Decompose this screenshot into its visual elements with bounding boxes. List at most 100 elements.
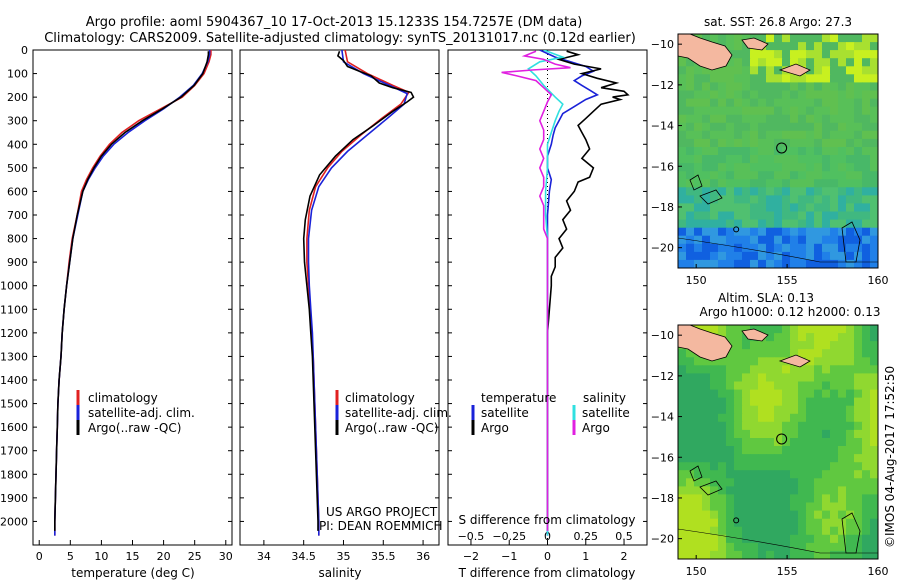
heatmap-cell bbox=[838, 171, 847, 180]
heatmap-cell bbox=[846, 130, 855, 140]
heatmap-cell bbox=[846, 413, 855, 423]
heatmap-cell bbox=[830, 171, 839, 180]
heatmap-cell bbox=[806, 373, 815, 383]
heatmap-cell bbox=[782, 147, 791, 156]
heatmap-cell bbox=[862, 405, 871, 415]
heatmap-cell bbox=[686, 251, 695, 261]
heatmap-cell bbox=[726, 106, 735, 116]
heatmap-cell bbox=[766, 429, 775, 439]
heatmap-cell bbox=[750, 486, 759, 496]
heatmap-cell bbox=[710, 421, 719, 431]
heatmap-cell bbox=[782, 179, 791, 188]
heatmap-cell bbox=[838, 349, 847, 358]
heatmap-cell bbox=[846, 227, 855, 237]
heatmap-cell bbox=[774, 325, 783, 334]
heatmap-cell bbox=[846, 325, 855, 334]
heatmap-cell bbox=[742, 365, 751, 374]
heatmap-cell bbox=[710, 171, 719, 180]
heatmap-cell bbox=[782, 219, 791, 229]
heatmap-cell bbox=[814, 446, 823, 455]
heatmap-cell bbox=[830, 219, 839, 229]
heatmap-cell bbox=[734, 122, 743, 132]
heatmap-cell bbox=[854, 171, 863, 180]
heatmap-cell bbox=[862, 219, 871, 229]
heatmap-cell bbox=[710, 518, 719, 528]
depth-axis: 0100200300400500600700800900100011001200… bbox=[0, 44, 28, 528]
heatmap-cell bbox=[870, 542, 878, 552]
heatmap-cell bbox=[830, 438, 839, 447]
heatmap-cell bbox=[758, 405, 767, 415]
heatmap-cell bbox=[846, 429, 855, 439]
heatmap-cell bbox=[726, 542, 735, 552]
heatmap-cell bbox=[854, 163, 863, 172]
heatmap-cell bbox=[862, 454, 871, 463]
heatmap-cell bbox=[678, 147, 687, 156]
heatmap-cell bbox=[750, 405, 759, 415]
sla-map-subtitle: Argo h1000: 0.12 h2000: 0.13 bbox=[700, 305, 881, 319]
heatmap-cell bbox=[806, 454, 815, 463]
heatmap-cell bbox=[694, 122, 703, 132]
heatmap-cell bbox=[830, 58, 839, 67]
heatmap-cell bbox=[702, 518, 711, 528]
heatmap-cell bbox=[750, 163, 759, 172]
heatmap-cell bbox=[726, 518, 735, 528]
heatmap-cell bbox=[838, 42, 847, 51]
heatmap-cell bbox=[814, 243, 823, 253]
heatmap-cell bbox=[798, 259, 807, 268]
heatmap-cell bbox=[678, 357, 687, 366]
heatmap-cell bbox=[854, 462, 863, 471]
heatmap-cell bbox=[782, 542, 791, 552]
heatmap-cell bbox=[686, 429, 695, 439]
heatmap-cell bbox=[694, 235, 703, 245]
heatmap-cell bbox=[814, 357, 823, 366]
heatmap-cell bbox=[846, 502, 855, 512]
heatmap-cell bbox=[862, 34, 871, 43]
heatmap-cell bbox=[686, 130, 695, 140]
heatmap-cell bbox=[758, 106, 767, 116]
heatmap-cell bbox=[870, 333, 878, 342]
heatmap-cell bbox=[862, 235, 871, 245]
heatmap-cell bbox=[702, 163, 711, 172]
heatmap-cell bbox=[758, 243, 767, 253]
heatmap-cell bbox=[846, 251, 855, 261]
heatmap-cell bbox=[734, 333, 743, 342]
heatmap-cell bbox=[814, 365, 823, 374]
heatmap-cell bbox=[870, 179, 878, 188]
heatmap-cell bbox=[718, 243, 727, 253]
heatmap-cell bbox=[806, 203, 815, 213]
heatmap-cell bbox=[742, 171, 751, 180]
heatmap-cell bbox=[846, 478, 855, 487]
heatmap-cell bbox=[814, 341, 823, 350]
heatmap-cell bbox=[830, 486, 839, 496]
heatmap-cell bbox=[718, 66, 727, 75]
heatmap-cell bbox=[718, 90, 727, 100]
heatmap-cell bbox=[734, 526, 743, 536]
heatmap-cell bbox=[782, 494, 791, 504]
heatmap-cell bbox=[766, 114, 775, 124]
heatmap-cell bbox=[830, 90, 839, 100]
heatmap-cell bbox=[814, 397, 823, 407]
s-tick-label: 0 bbox=[544, 530, 551, 543]
heatmap-cell bbox=[838, 179, 847, 188]
heatmap-cell bbox=[758, 259, 767, 268]
heatmap-cell bbox=[862, 534, 871, 544]
heatmap-cell bbox=[742, 219, 751, 229]
heatmap-cell bbox=[806, 510, 815, 520]
heatmap-cell bbox=[718, 138, 727, 148]
heatmap-cell bbox=[790, 98, 799, 108]
heatmap-cell bbox=[766, 381, 775, 391]
heatmap-cell bbox=[862, 397, 871, 407]
heatmap-cell bbox=[806, 534, 815, 544]
heatmap-cell bbox=[790, 211, 799, 221]
heatmap-cell bbox=[870, 98, 878, 108]
sst-reef-3 bbox=[841, 221, 861, 263]
heatmap-cell bbox=[846, 219, 855, 229]
heatmap-cell bbox=[774, 219, 783, 229]
heatmap-cell bbox=[854, 349, 863, 358]
heatmap-cell bbox=[830, 211, 839, 221]
heatmap-cell bbox=[734, 243, 743, 253]
heatmap-cell bbox=[870, 421, 878, 431]
heatmap-cell bbox=[854, 421, 863, 431]
heatmap-cell bbox=[814, 138, 823, 148]
heatmap-cell bbox=[686, 66, 695, 75]
